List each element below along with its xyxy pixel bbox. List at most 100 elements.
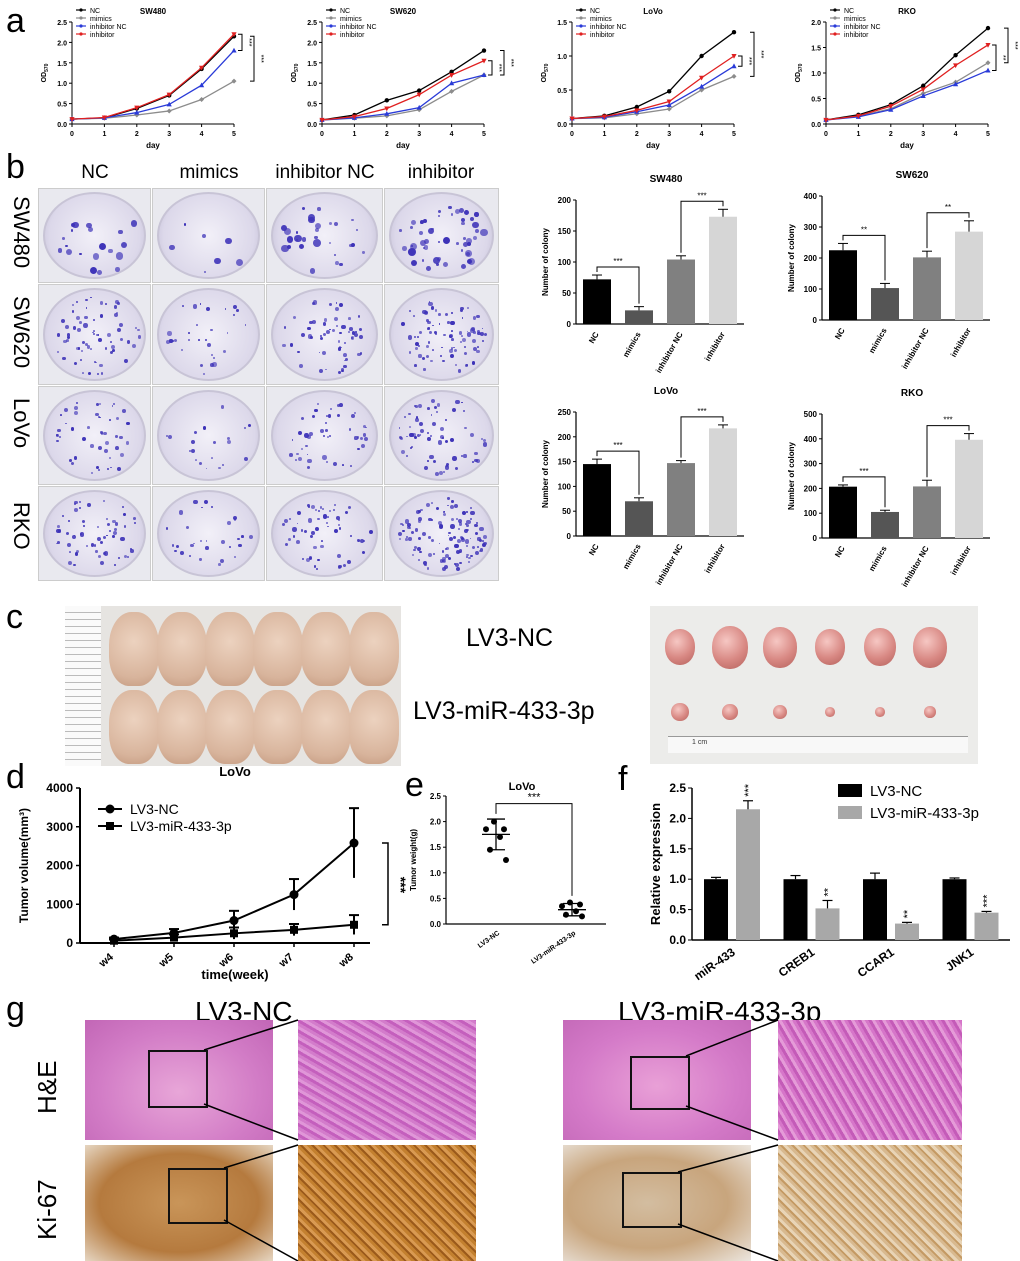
data-point xyxy=(985,42,991,48)
colony-dot xyxy=(114,563,116,566)
colony-dot xyxy=(206,342,211,347)
chart-title: RKO xyxy=(901,388,923,399)
culture-dish xyxy=(157,192,260,279)
y-tick-label: 0 xyxy=(813,316,818,325)
colony-dot xyxy=(93,332,96,335)
colony-dot xyxy=(407,522,412,527)
colony-dot xyxy=(326,329,330,334)
mouse xyxy=(301,690,351,764)
zoom-box-ki67-mir xyxy=(622,1172,682,1228)
colony-dot xyxy=(86,503,91,508)
colony-dot xyxy=(470,433,475,438)
data-point xyxy=(699,75,705,81)
bar xyxy=(913,257,941,320)
data-point xyxy=(231,47,237,53)
y-tick-label: 0 xyxy=(66,936,73,950)
colony-dot xyxy=(454,363,458,367)
colony-dot xyxy=(112,520,116,524)
x-tick-label: LV3-NC xyxy=(477,930,501,950)
colony-dot xyxy=(345,358,349,362)
colony-dot xyxy=(194,431,198,435)
colony-dot xyxy=(452,456,457,461)
colony-dot xyxy=(125,421,130,426)
colony-dot xyxy=(457,518,463,524)
colony-dot xyxy=(295,540,300,545)
colony-dot xyxy=(398,426,401,429)
row-header-sw620: SW620 xyxy=(9,296,34,369)
colony-dot xyxy=(455,549,460,554)
legend-label: inhibitor NC xyxy=(340,24,377,31)
zoom-lines xyxy=(203,1019,779,1261)
y-tick-label: 2.0 xyxy=(430,818,442,827)
colony-dot xyxy=(214,257,221,264)
tumor-lv3-mir xyxy=(722,704,738,720)
data-point xyxy=(134,105,140,111)
colony-dot xyxy=(419,550,422,554)
colony-dot xyxy=(426,407,430,411)
y-tick-label: 1.5 xyxy=(811,46,821,53)
colony-dot xyxy=(408,351,412,355)
colony-dot xyxy=(398,531,403,536)
y-tick-label: 0.5 xyxy=(811,97,821,104)
colony-dot xyxy=(247,423,251,428)
x-tick-label: 5 xyxy=(986,131,990,138)
colony-dot xyxy=(467,332,472,337)
sig-label: *** xyxy=(528,792,542,804)
colony-dot xyxy=(460,454,463,457)
colony-dot xyxy=(82,372,85,374)
colony-dot xyxy=(122,505,124,508)
colony-dot xyxy=(442,556,446,561)
x-tick-label: mimics xyxy=(621,542,643,571)
colony-dot xyxy=(336,413,340,417)
colony-dot xyxy=(437,520,443,526)
colony-dot xyxy=(89,267,97,275)
series-line xyxy=(321,74,485,121)
legend-marker xyxy=(79,8,83,12)
colony-dot xyxy=(294,235,302,243)
colony-dot xyxy=(418,403,423,408)
colony-dot xyxy=(463,346,466,349)
colony-dot xyxy=(327,516,329,518)
colony-dot xyxy=(307,503,311,507)
colony-dot xyxy=(69,459,72,463)
colony-dot xyxy=(463,237,467,240)
sig-label: ** xyxy=(823,887,835,896)
colony-dot xyxy=(204,271,207,274)
legend-label: mimics xyxy=(90,16,112,23)
colony-plate xyxy=(38,486,151,581)
x-tick-label: 2 xyxy=(889,131,893,138)
colony-dot xyxy=(413,548,416,552)
tumor-lv3-mir xyxy=(825,707,835,717)
x-tick-label: NC xyxy=(833,544,847,559)
colony-dot xyxy=(450,312,453,315)
colony-dot xyxy=(435,506,440,510)
colony-dot xyxy=(200,506,203,509)
colony-dot xyxy=(309,335,313,339)
colony-dot xyxy=(428,536,431,539)
culture-dish xyxy=(271,288,378,381)
colony-dot xyxy=(471,327,476,332)
y-tick-label: 0.0 xyxy=(669,933,686,947)
data-point xyxy=(384,111,390,116)
colony-dot xyxy=(455,562,460,567)
colony-dot xyxy=(339,403,344,407)
colony-dot xyxy=(192,304,197,309)
colony-dot xyxy=(400,322,405,326)
colony-dot xyxy=(434,332,437,335)
colony-dot xyxy=(441,550,445,553)
colony-dot xyxy=(82,524,85,527)
colony-dot xyxy=(337,346,342,351)
x-tick-label: 5 xyxy=(732,131,736,138)
label-lv3-mir: LV3-miR-433-3p xyxy=(413,697,595,725)
bar xyxy=(815,908,840,940)
colony-dot xyxy=(281,523,285,527)
legend-marker xyxy=(579,16,583,20)
legend-label: inhibitor NC xyxy=(590,24,627,31)
colony-dot xyxy=(324,421,327,424)
colony-dot xyxy=(446,504,449,507)
colony-dot xyxy=(441,346,443,349)
colony-dot xyxy=(222,464,225,467)
growth-chart-sw620: SW620 0.0 0.5 1.0 1.5 2.0 2.5 0 1 2 3 4 5 day OD570 NCm… xyxy=(291,7,514,150)
colony-dot xyxy=(426,266,431,271)
data-point xyxy=(731,73,737,79)
